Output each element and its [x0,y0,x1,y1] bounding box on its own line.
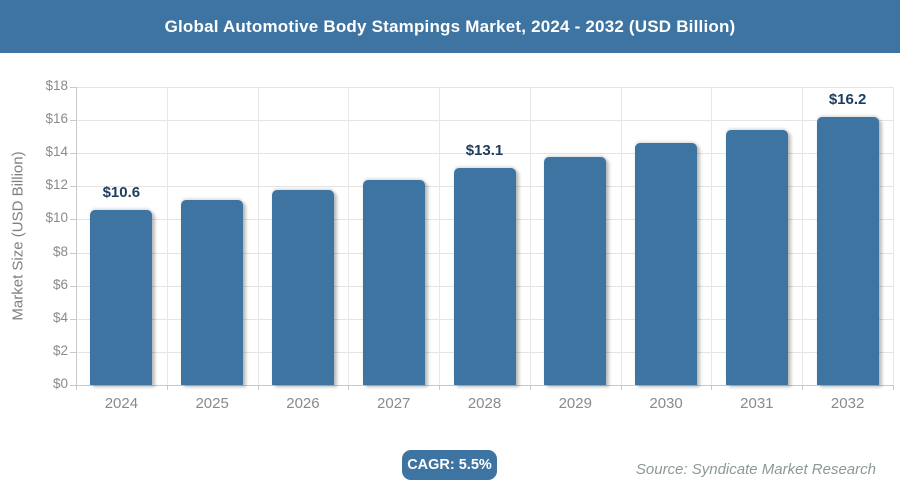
bar-2024 [90,209,153,385]
y-tick-label: $14 [45,144,68,160]
x-gridline [711,87,713,385]
bar-value-label: $13.1 [465,142,504,160]
bar-2032 [816,116,879,385]
y-tick-mark [70,318,76,320]
bar-value-label: $10.6 [102,183,141,201]
x-gridline [76,87,77,385]
y-tick-mark [70,285,76,287]
x-gridline [166,87,168,385]
bar-2027 [362,179,425,385]
y-tick-label: $18 [45,78,68,93]
bar-2030 [635,143,698,385]
y-tick-mark [70,87,76,88]
y-tick-label: $8 [52,243,68,259]
y-gridline [76,120,893,122]
y-tick-label: $16 [45,111,68,127]
y-tick-label: $6 [52,276,68,292]
x-tick-label: 2027 [377,395,411,412]
chart-title: Global Automotive Body Stampings Market,… [164,16,736,36]
x-tick-label: 2032 [830,395,865,412]
x-gridline [257,87,259,385]
x-tick-label: 2030 [649,395,683,412]
x-gridline [893,87,894,385]
y-tick-mark [70,153,76,155]
x-tick-label: 2024 [104,395,139,412]
x-tick-label: 2025 [195,395,229,412]
x-tick-mark [711,385,713,390]
y-tick-mark [70,385,76,386]
x-tick-mark [348,385,350,390]
x-tick-mark [620,385,622,390]
x-gridline [348,87,350,385]
x-tick-mark [529,385,531,390]
x-gridline [439,87,441,385]
source-attribution: Source: Syndicate Market Research [635,461,876,478]
x-tick-label: 2029 [558,395,592,412]
x-tick-mark [439,385,441,390]
y-tick-label: $12 [45,177,68,193]
bar-2028 [453,168,516,385]
x-tick-mark [76,385,77,390]
cagr-badge-label: CAGR: 5.5% [407,457,492,473]
y-tick-mark [70,186,76,188]
bar-value-label: $16.2 [828,90,867,108]
x-tick-mark [802,385,804,390]
bar-2031 [725,130,788,385]
x-tick-mark [257,385,259,390]
bar-2026 [271,189,334,385]
y-tick-mark [70,351,76,353]
y-tick-mark [70,252,76,254]
x-gridline [620,87,622,385]
cagr-badge: CAGR: 5.5% [402,450,497,480]
y-gridline [76,153,893,155]
x-tick-mark [893,385,894,390]
y-tick-mark [70,219,76,221]
bar-2025 [181,199,244,385]
y-gridline [76,87,893,88]
x-gridline [802,87,804,385]
chart-title-bar: Global Automotive Body Stampings Market,… [0,0,900,53]
y-tick-label: $0 [52,376,68,391]
y-tick-label: $10 [45,210,68,226]
y-tick-mark [70,120,76,122]
x-tick-mark [166,385,168,390]
y-tick-label: $4 [52,309,68,325]
x-tick-label: 2031 [740,395,774,412]
x-tick-label: 2026 [286,395,320,412]
x-gridline [529,87,531,385]
y-tick-label: $2 [52,342,68,358]
bar-2029 [544,156,607,385]
y-gridline [76,385,893,386]
x-tick-label: 2028 [467,395,502,412]
